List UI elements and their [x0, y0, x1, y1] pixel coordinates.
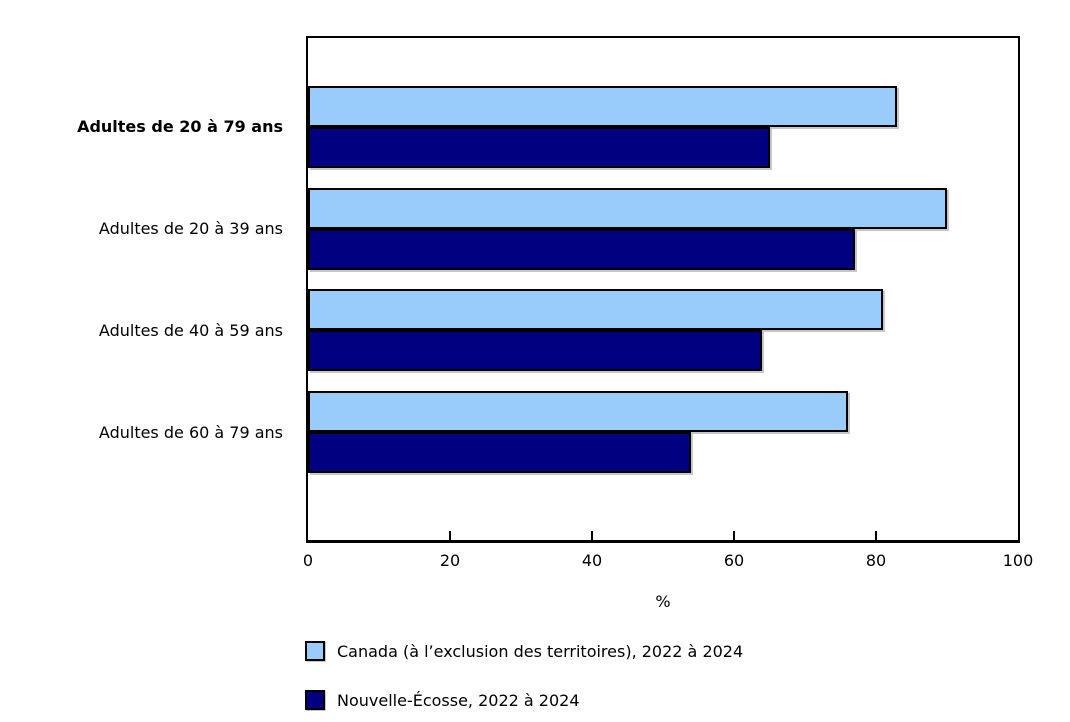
bar-canada-1	[308, 187, 947, 229]
x-tick-label-20: 20	[439, 551, 461, 570]
bar-canada-2	[308, 289, 884, 331]
bar-nouvelle-ecosse-1	[308, 228, 855, 270]
legend-label-nouvelle-ecosse: Nouvelle-Écosse, 2022 à 2024	[337, 690, 580, 710]
x-tick-40	[591, 531, 593, 540]
x-tick-label-80: 80	[865, 551, 887, 570]
legend-label-canada: Canada (à l’exclusion des territoires), …	[337, 641, 744, 661]
bar-nouvelle-ecosse-0	[308, 127, 770, 168]
x-tick-label-0: 0	[302, 551, 314, 570]
x-tick-60	[733, 531, 735, 540]
x-tick-20	[449, 531, 451, 540]
legend-swatch-canada-icon	[305, 641, 325, 661]
x-tick-label-40: 40	[581, 551, 603, 570]
plot-area	[306, 36, 1020, 543]
bar-canada-0	[308, 86, 898, 127]
legend-item-nouvelle-ecosse: Nouvelle-Écosse, 2022 à 2024	[305, 690, 580, 710]
legend-item-canada: Canada (à l’exclusion des territoires), …	[305, 641, 743, 661]
bar-nouvelle-ecosse-2	[308, 330, 763, 372]
bar-canada-3	[308, 391, 848, 433]
category-label-2: Adultes de 40 à 59 ans	[98, 320, 283, 340]
category-label-0: Adultes de 20 à 79 ans	[77, 117, 283, 137]
x-tick-label-60: 60	[723, 551, 745, 570]
legend-swatch-nouvelle-ecosse-icon	[305, 690, 325, 710]
bar-nouvelle-ecosse-3	[308, 432, 692, 474]
category-label-1: Adultes de 20 à 39 ans	[98, 219, 283, 239]
x-tick-label-100: 100	[1002, 551, 1034, 570]
x-axis-label: %	[655, 592, 671, 611]
category-label-3: Adultes de 60 à 79 ans	[98, 422, 283, 442]
x-tick-80	[875, 531, 877, 540]
